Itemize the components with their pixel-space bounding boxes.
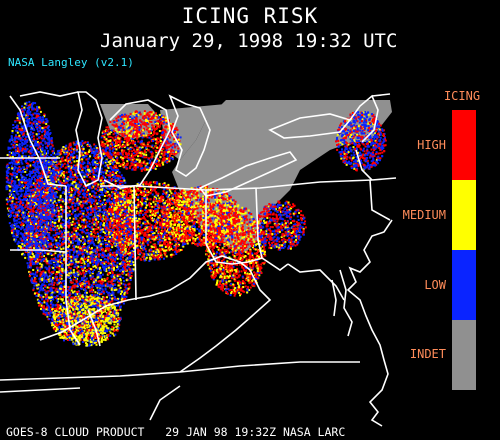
- legend-label-medium: MEDIUM: [402, 208, 446, 222]
- state-boundaries: [0, 91, 397, 427]
- legend-colorbar: [452, 110, 476, 390]
- credit-text: NASA Langley (v2.1): [8, 56, 134, 69]
- map-subtitle: January 29, 1998 19:32 UTC: [100, 30, 398, 52]
- legend-title: ICING: [443, 89, 481, 103]
- footer-caption: GOES-8 CLOUD PRODUCT 29 JAN 98 19:32Z NA…: [6, 425, 346, 439]
- legend-label-high: HIGH: [417, 138, 446, 152]
- legend-label-low: LOW: [424, 278, 446, 292]
- icing-pixels: [5, 100, 387, 347]
- map-title: ICING RISK: [181, 4, 319, 28]
- legend-label-indet: INDET: [409, 347, 446, 361]
